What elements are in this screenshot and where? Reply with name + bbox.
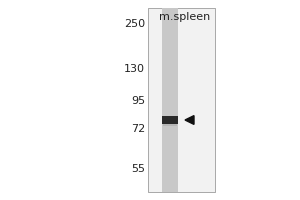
Text: 130: 130 [124, 64, 145, 74]
Bar [163, 124, 177, 126]
Bar [148, 8, 215, 192]
Bar [162, 8, 178, 192]
Bar [162, 116, 178, 124]
Bar [163, 120, 177, 122]
Text: 95: 95 [131, 96, 145, 106]
Polygon shape [185, 116, 194, 124]
Text: 72: 72 [131, 124, 145, 134]
Text: 55: 55 [131, 164, 145, 174]
Text: m.spleen: m.spleen [159, 12, 211, 22]
Text: 250: 250 [124, 19, 145, 29]
